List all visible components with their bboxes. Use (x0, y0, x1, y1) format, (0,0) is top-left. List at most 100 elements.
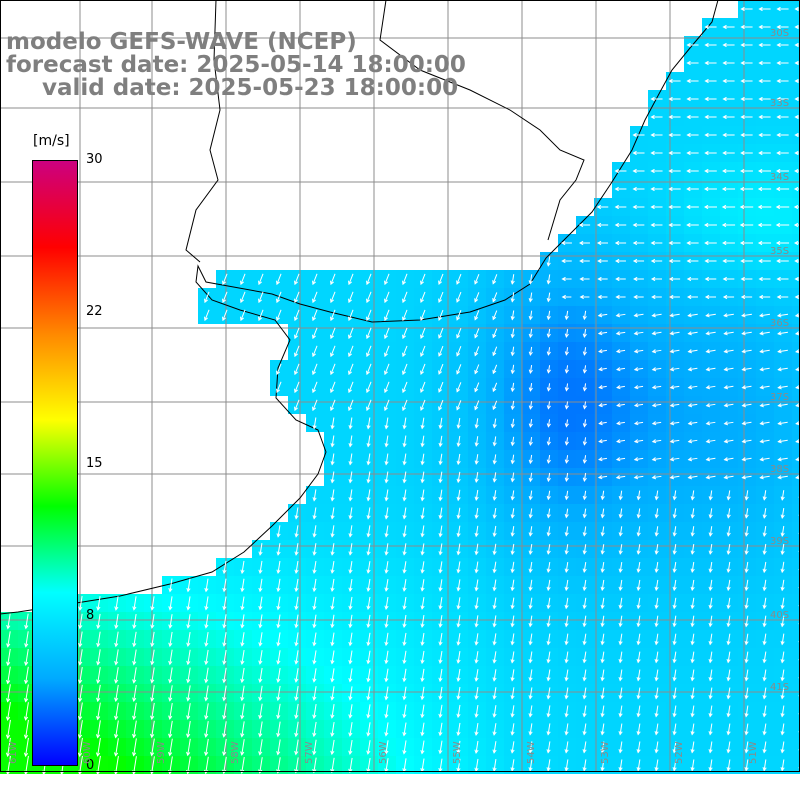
wind-arrow (618, 651, 623, 664)
wind-arrow (23, 719, 29, 740)
wind-arrow (366, 399, 372, 412)
wind-arrow (669, 313, 680, 318)
wind-arrow (598, 385, 607, 390)
wind-arrow (96, 596, 101, 611)
wind-arrow (510, 651, 515, 664)
longitude-label: 59W (156, 741, 167, 764)
wind-arrow (726, 705, 731, 718)
wind-arrow (708, 669, 713, 682)
wind-arrow (780, 759, 785, 772)
wind-arrow (651, 385, 662, 390)
wind-arrow (651, 294, 662, 300)
wind-arrow (438, 435, 443, 448)
wind-arrow (596, 240, 609, 246)
wind-arrow (348, 363, 354, 376)
wind-arrow (654, 651, 659, 664)
wind-arrow (776, 276, 789, 282)
wind-arrow (582, 705, 587, 718)
wind-arrow (740, 42, 753, 48)
wind-arrow (598, 403, 607, 408)
wind-arrow (669, 331, 680, 336)
wind-arrow (690, 759, 695, 772)
wind-arrow (330, 596, 335, 611)
wind-arrow (294, 614, 299, 629)
wind-arrow (757, 204, 772, 210)
wind-arrow (510, 723, 515, 736)
wind-arrow (546, 365, 551, 374)
wind-arrow (600, 490, 605, 501)
wind-arrow (240, 291, 246, 304)
wind-arrow (686, 78, 699, 84)
wind-arrow (420, 399, 426, 411)
wind-arrow (759, 439, 770, 444)
wind-arrow (722, 42, 735, 48)
wind-arrow (600, 669, 605, 682)
wind-arrow (740, 168, 753, 174)
wind-arrow (366, 596, 371, 611)
wind-arrow (456, 543, 461, 556)
wind-arrow (528, 454, 533, 465)
wind-arrow (528, 472, 533, 483)
wind-arrow (564, 687, 569, 700)
wind-arrow (258, 309, 264, 322)
wind-arrow (546, 669, 551, 682)
wind-arrow (438, 615, 443, 628)
wind-arrow (708, 490, 713, 501)
wind-arrow (420, 704, 425, 719)
wind-arrow (654, 579, 659, 592)
wind-arrow (741, 331, 752, 336)
longitude-label: 55W (452, 741, 463, 764)
wind-arrow (474, 561, 479, 574)
wind-arrow (793, 222, 800, 228)
wind-arrow (528, 508, 533, 519)
wind-arrow (598, 367, 607, 372)
wind-arrow (632, 222, 645, 228)
wind-arrow (150, 720, 155, 739)
wind-arrow (384, 435, 389, 448)
wind-arrow (366, 722, 371, 737)
wind-arrow (474, 722, 479, 736)
wind-arrow (420, 507, 425, 520)
wind-cell (792, 558, 800, 576)
wind-arrow (402, 327, 408, 340)
wind-arrow (510, 561, 515, 574)
wind-arrow (348, 345, 354, 358)
wind-arrow (402, 489, 407, 502)
wind-arrow (722, 132, 735, 138)
wind-arrow (758, 258, 771, 264)
wind-cell (792, 756, 800, 774)
wind-arrow (258, 560, 263, 575)
wind-arrow (744, 543, 749, 555)
wind-arrow (528, 383, 533, 392)
wind-arrow (456, 651, 461, 664)
wind-arrow (703, 204, 717, 210)
wind-arrow (615, 276, 626, 282)
wind-arrow (456, 328, 462, 339)
wind-arrow (654, 687, 659, 700)
wind-arrow (420, 273, 426, 286)
wind-arrow (762, 526, 767, 537)
wind-arrow (132, 631, 137, 648)
wind-arrow (222, 721, 227, 738)
wind-arrow (672, 633, 677, 646)
wind-arrow (132, 613, 137, 629)
wind-arrow (598, 457, 608, 462)
wind-arrow (600, 633, 605, 646)
wind-arrow (546, 419, 551, 428)
wind-arrow (795, 367, 800, 372)
wind-arrow (795, 403, 800, 408)
longitude-label: 60W (82, 741, 93, 764)
wind-arrow (690, 579, 695, 592)
wind-arrow (651, 331, 662, 336)
wind-arrow (96, 667, 101, 684)
wind-arrow (402, 381, 408, 394)
wind-arrow (312, 739, 317, 756)
wind-arrow (564, 741, 569, 754)
wind-arrow (582, 310, 587, 321)
wind-arrow (402, 399, 408, 412)
wind-arrow (726, 561, 731, 574)
wind-arrow (758, 276, 771, 282)
wind-arrow (420, 597, 425, 610)
wind-arrow (204, 614, 209, 629)
wind-arrow (186, 685, 191, 702)
